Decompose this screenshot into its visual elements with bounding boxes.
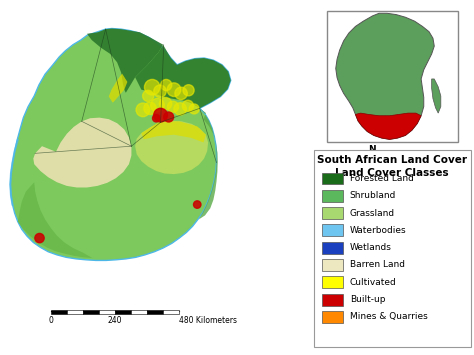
Polygon shape <box>359 184 376 201</box>
Polygon shape <box>199 108 218 219</box>
Polygon shape <box>135 121 208 174</box>
Bar <box>51 310 67 314</box>
Polygon shape <box>135 45 231 108</box>
Bar <box>163 310 179 314</box>
Bar <box>322 207 343 219</box>
Text: Land Cover Classes: Land Cover Classes <box>336 168 449 178</box>
Text: Grassland: Grassland <box>350 209 395 218</box>
Bar <box>83 310 99 314</box>
Bar <box>147 310 163 314</box>
Polygon shape <box>141 121 206 142</box>
Polygon shape <box>346 182 372 193</box>
Text: Forested Land: Forested Land <box>350 174 414 183</box>
Text: N: N <box>368 145 376 154</box>
Bar <box>322 311 343 323</box>
Circle shape <box>167 83 181 97</box>
Circle shape <box>151 98 164 112</box>
Text: W: W <box>328 183 338 192</box>
Circle shape <box>164 112 173 122</box>
Polygon shape <box>368 184 385 201</box>
Text: Shrubland: Shrubland <box>350 191 396 200</box>
Polygon shape <box>366 188 378 214</box>
Circle shape <box>183 85 194 96</box>
Text: E: E <box>408 183 414 192</box>
Bar <box>322 190 343 202</box>
Bar <box>322 259 343 271</box>
Circle shape <box>182 100 193 111</box>
Bar <box>322 224 343 236</box>
Circle shape <box>145 80 160 95</box>
Polygon shape <box>33 118 131 187</box>
Text: S: S <box>369 222 375 231</box>
Polygon shape <box>372 182 399 193</box>
Circle shape <box>136 103 150 117</box>
Circle shape <box>167 101 179 112</box>
Polygon shape <box>356 113 421 140</box>
Bar <box>131 310 147 314</box>
Text: Cultivated: Cultivated <box>350 278 396 287</box>
Bar <box>322 242 343 253</box>
Circle shape <box>35 234 44 243</box>
Circle shape <box>153 115 160 122</box>
Text: 480 Kilometers: 480 Kilometers <box>179 316 237 325</box>
Polygon shape <box>109 73 128 103</box>
Polygon shape <box>10 28 231 261</box>
Bar <box>322 294 343 306</box>
Text: Built-up: Built-up <box>350 295 385 304</box>
Bar <box>322 276 343 288</box>
Circle shape <box>154 85 166 97</box>
Text: South African Land Cover: South African Land Cover <box>317 155 467 165</box>
Polygon shape <box>366 161 378 188</box>
Circle shape <box>154 108 167 122</box>
Text: 0: 0 <box>49 316 54 325</box>
Circle shape <box>143 90 154 102</box>
Text: Wetlands: Wetlands <box>350 243 392 252</box>
Polygon shape <box>362 177 383 198</box>
Bar <box>67 310 83 314</box>
Polygon shape <box>18 182 92 258</box>
Circle shape <box>193 201 201 208</box>
Circle shape <box>174 103 186 115</box>
Text: Waterbodies: Waterbodies <box>350 226 406 235</box>
Polygon shape <box>87 28 163 93</box>
Text: 240: 240 <box>108 316 122 325</box>
Circle shape <box>159 97 172 110</box>
Polygon shape <box>336 13 434 140</box>
Text: Mines & Quarries: Mines & Quarries <box>350 312 428 321</box>
Circle shape <box>161 80 172 91</box>
Circle shape <box>175 87 187 100</box>
Circle shape <box>189 104 199 114</box>
Bar <box>99 310 115 314</box>
Polygon shape <box>368 175 385 192</box>
Polygon shape <box>432 79 441 113</box>
Circle shape <box>144 102 156 115</box>
Text: Barren Land: Barren Land <box>350 261 405 269</box>
Polygon shape <box>359 175 376 192</box>
Bar <box>115 310 131 314</box>
Bar <box>322 173 343 185</box>
